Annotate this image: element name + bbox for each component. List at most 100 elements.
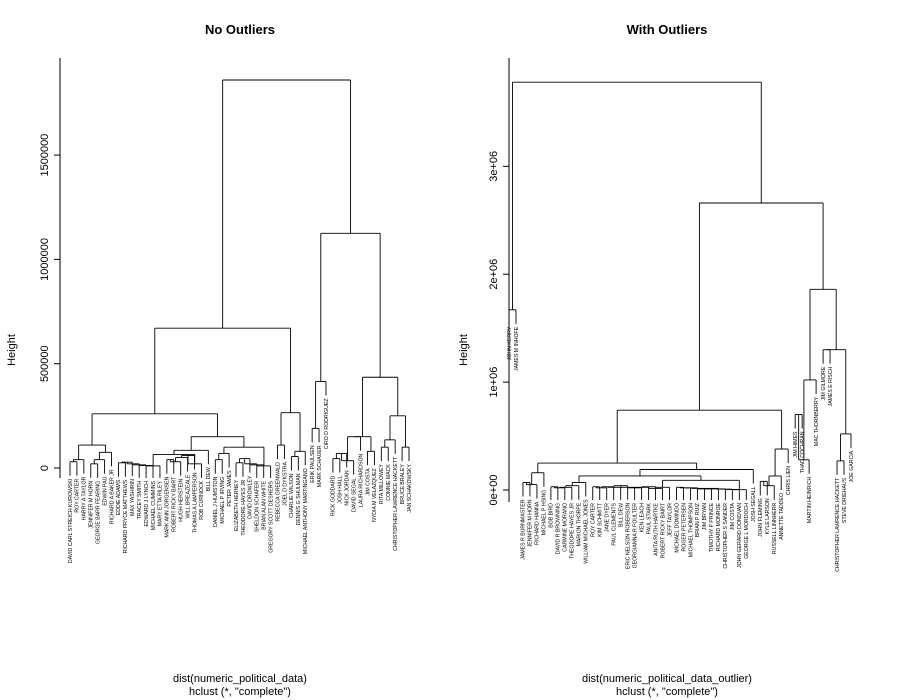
leaf-label: MAC THORNBERRY: [814, 396, 820, 446]
leaf-label: BILL DEW: [618, 503, 624, 527]
leaf-label: GEORGE L MORDOCH: [744, 503, 750, 559]
leaf-label: ROB CURNOCK: [199, 480, 205, 519]
leaf-label: JAMES R BURNMASTER: [521, 499, 527, 559]
leaf-label: JOEL D DYKSTRA: [282, 462, 288, 506]
leaf-label: KIM SCHMITT: [598, 502, 604, 537]
leaf-label: MARK SCHAUER: [317, 445, 323, 487]
leaf-label: ERIC NELSON ROBERSON: [625, 502, 631, 569]
leaf-label: PETER JAMES: [227, 470, 233, 507]
leaf-label: MARK ANN JORGENSEN: [165, 476, 171, 537]
y-tick-label: 3e+06: [488, 151, 500, 182]
leaf-label: JEFF TAYLOR: [667, 503, 673, 537]
leaf-label: DAVID R BROWNING: [556, 503, 562, 554]
leaf-label: SHELDON SCHAFER: [255, 481, 261, 533]
y-axis-label: Height: [6, 334, 18, 366]
x-axis-label: dist(numeric_political_data_outlier): [582, 673, 752, 685]
leaf-label: ERIK PAULSEN: [310, 445, 316, 483]
leaf-label: EDDIE ADAMS: [116, 479, 122, 515]
leaf-label: JOHN KERRY: [507, 326, 513, 360]
leaf-label: JOSH SEGALL: [751, 486, 757, 522]
leaf-label: RICHARD MONROE: [716, 502, 722, 551]
leaf-label: BOB BIRD: [549, 503, 555, 528]
leaf-label: WILL BREAZEALE: [185, 474, 191, 518]
leaf-label: JOSH HALL: [338, 476, 344, 504]
leaf-label: REBECCA GREENWALD: [275, 462, 281, 522]
y-tick-label: 500000: [39, 345, 51, 382]
leaf-label: ROBERT RICKY BAIRT: [172, 476, 178, 532]
leaf-label: JIM GILMORE: [821, 366, 827, 400]
leaf-label: JENNIFER M HORN: [528, 499, 534, 547]
leaf-label: JAMES E RISCH: [828, 366, 834, 406]
leaf-label: JIM BRYAN: [702, 503, 708, 530]
leaf-label: THAD COCHRAN: [800, 431, 806, 473]
leaf-label: GEORGE BARR FEARING: [95, 481, 101, 544]
leaf-label: MICHAEL P IRVING: [220, 477, 226, 524]
leaf-label: CHARLIE WILSON: [289, 473, 295, 518]
leaf-label: CARMINE MORANO: [563, 503, 569, 552]
leaf-label: THOMAS A LAMPERSON: [192, 472, 198, 533]
leaf-label: HUGH HERSTEIN: [178, 478, 184, 521]
leaf-label: KYLE LARSON: [765, 498, 771, 534]
y-tick-label: 1000000: [39, 238, 51, 281]
y-tick-label: 0e+00: [488, 475, 500, 506]
leaf-label: MICHAEL CUMMINS: [151, 480, 157, 530]
chart-title: No Outliers: [205, 22, 275, 37]
leaf-label: BRUCE BRALEY: [400, 464, 406, 505]
panel-with-outliers: With Outliers 0e+00 1e+06 2e+06 3e+06 Height d…: [458, 22, 855, 698]
leaf-label: HARRY A TAYLOR: [82, 476, 88, 520]
leaf-label: CHRISTOPHER S SANDER: [723, 503, 729, 569]
leaf-label: BRIAN ALAN WHITE: [262, 480, 268, 529]
leaf-label: BILL DEW: [206, 467, 212, 491]
leaf-label: MICHAEL THOMPSON: [688, 503, 694, 557]
leaf-label: LAURA RICHARDSON: [358, 453, 364, 507]
leaf-label: MICHAEL P HSING: [542, 490, 548, 536]
leaf-label: RICHARD HANNA: [535, 501, 541, 545]
chart-title: With Outliers: [627, 22, 708, 37]
leaf-label: THEODORE HAYES JR: [241, 480, 247, 536]
panel-no-outliers: No Outliers 0 500000 1000000 1500000 Height di…: [6, 22, 413, 698]
leaf-label: CHRISTOPHER LAWRENCE HACKETT: [393, 456, 399, 551]
leaf-label: JIM COSTA: [730, 502, 736, 530]
leaf-label: GEORGIANNA R FOULTER: [632, 503, 638, 569]
leaf-label: CONNIE MACK: [386, 464, 392, 501]
leaf-label: BRIAN P RUIZ: [695, 503, 701, 537]
leaf-label: MARTIN HEINRICH: [807, 477, 813, 524]
y-tick-label: 2e+06: [488, 259, 500, 290]
y-tick-label: 1500000: [39, 134, 51, 177]
leaf-label: JIM HIMES: [793, 431, 799, 458]
y-axis-label: Height: [458, 334, 470, 366]
method-label: hclust (*, "complete"): [189, 686, 291, 698]
leaf-label: MAX YASHIRIN: [130, 479, 136, 516]
method-label: hclust (*, "complete"): [616, 686, 718, 698]
leaf-label: MICHAEL DOMINGO: [674, 503, 680, 553]
leaf-label: RICHARD PRYCE MATTHEWS: [123, 479, 129, 553]
leaf-label: JAN SCHAKOWSKY: [407, 464, 413, 513]
leaf-label: PAUL STARK: [646, 502, 652, 534]
leaf-label: JAMES M INHOFE: [514, 326, 520, 371]
leaf-label: CHRISTOPHER LAWRENCE HACKETT: [835, 477, 841, 572]
leaf-label: NICK JORDAN: [345, 470, 351, 505]
leaf-label: STEVE DRIEHAUS: [842, 477, 848, 523]
leaf-label: RICK GODDARD: [331, 475, 337, 516]
leaf-label: PAUL CLEMENTS: [611, 502, 617, 545]
leaf-label: WILLIAM MICHAEL JONES: [584, 499, 590, 564]
leaf-label: ANNETTE TADDEO: [779, 493, 785, 540]
leaf-label: ANITA RUTH HARTKE: [653, 502, 659, 555]
leaf-label: NYDIA M VELAZQUEZ: [372, 468, 378, 522]
y-tick-label: 1e+06: [488, 367, 500, 398]
leaf-label: JOE GARCIA: [849, 450, 855, 482]
leaf-label: ROGER PETERSEN: [681, 503, 687, 552]
leaf-label: ROBERT RICKY BAIRT: [660, 502, 666, 558]
leaf-label: RUSSELL LINNHERR: [772, 502, 778, 554]
leaf-label: ROY CARTER: [591, 503, 597, 537]
leaf-label: EDWIN PAU: [102, 476, 108, 505]
leaf-label: TRACEY SMITH: [137, 481, 143, 520]
leaf-label: JOHN GERARD DONOVAN: [737, 503, 743, 568]
leaf-label: JIM COSTA: [365, 468, 371, 496]
leaf-label: GREGORY SCOTT DESHERS: [268, 480, 274, 552]
leaf-label: DAVID DROWLEY: [248, 475, 254, 519]
leaf-label: MARION THORPE: [577, 502, 583, 546]
leaf-label: JOHN FLEMING: [758, 498, 764, 537]
leaf-label: DAVID SEGAL: [351, 478, 357, 512]
